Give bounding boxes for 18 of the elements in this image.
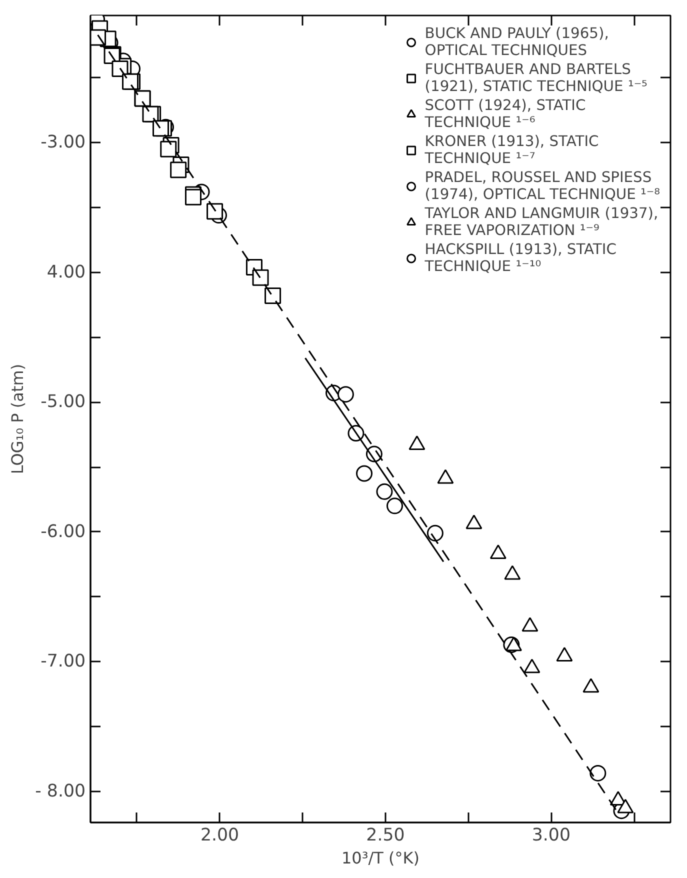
y-tick-label: -6.00 xyxy=(40,522,86,542)
legend-label: FUCHTBAUER AND BARTELS (1921), STATIC TECHNIQUE ¹⁻⁵ xyxy=(424,61,648,95)
y-tick-label: 4.00 xyxy=(46,262,86,282)
legend-label: HACKSPILL (1913), STATIC TECHNIQUE ¹⁻¹⁰ xyxy=(424,241,616,275)
legend-label: TAYLOR AND LANGMUIR (1937), FREE VAPORIZATION ¹⁻⁹ xyxy=(424,205,658,239)
x-axis-title: 10³/T (°K) xyxy=(342,848,420,868)
y-tick-label: - 8.00 xyxy=(35,781,86,802)
x-tick-label: 3.00 xyxy=(532,826,570,846)
legend-label: BUCK AND PAULY (1965), OPTICAL TECHNIQUES xyxy=(424,25,609,59)
legend-label: KRONER (1913), STATIC TECHNIQUE ¹⁻⁷ xyxy=(424,133,599,167)
x-tick-label: 2.00 xyxy=(200,826,240,846)
x-tick-label: 2.50 xyxy=(366,826,405,846)
y-tick-label: -7.00 xyxy=(40,652,86,672)
y-axis-title: LOG₁₀ P (atm) xyxy=(8,364,28,474)
legend-label: SCOTT (1924), STATIC TECHNIQUE ¹⁻⁶ xyxy=(424,97,586,131)
legend-label: PRADEL, ROUSSEL AND SPIESS (1974), OPTICAL TECHNIQUE ¹⁻⁸ xyxy=(424,169,660,203)
y-tick-label: -3.00 xyxy=(40,132,86,153)
y-tick-label: -5.00 xyxy=(40,392,86,412)
